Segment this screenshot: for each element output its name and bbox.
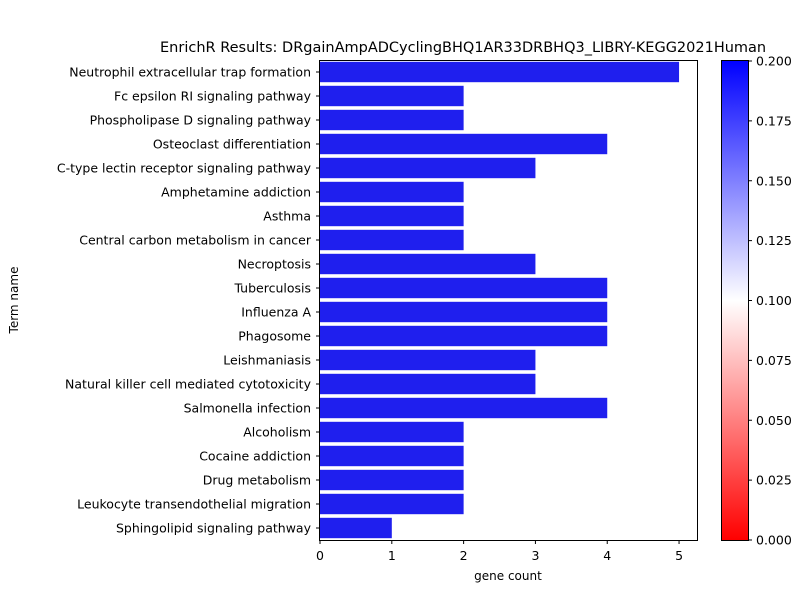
y-tick-label: Natural killer cell mediated cytotoxicit… <box>65 377 312 392</box>
bar <box>320 109 464 131</box>
x-tick-label: 1 <box>388 548 396 563</box>
bar <box>320 133 608 155</box>
y-tick-label: Alcoholism <box>243 425 311 440</box>
bar <box>320 517 392 539</box>
bar <box>320 349 536 371</box>
y-tick-label: Necroptosis <box>238 257 311 272</box>
colorbar-tick-label: 0.075 <box>756 353 792 368</box>
plot-frame <box>319 60 698 541</box>
bars-layer <box>320 61 680 539</box>
y-tick-label: Asthma <box>263 209 311 224</box>
colorbar-tick-label: 0.125 <box>756 233 792 248</box>
bar <box>320 469 464 491</box>
bar <box>320 229 464 251</box>
bar <box>320 85 464 107</box>
y-tick-label: Phagosome <box>238 329 311 344</box>
x-tick-label: 3 <box>531 548 539 563</box>
colorbar-tick-label: 0.200 <box>756 54 792 69</box>
y-tick-label: Tuberculosis <box>233 281 311 296</box>
y-tick-label: Leukocyte transendothelial migration <box>77 497 311 512</box>
colorbar-tick-label: 0.100 <box>756 293 792 308</box>
y-tick-label: Central carbon metabolism in cancer <box>79 233 312 248</box>
bar <box>320 493 464 515</box>
chart-title: EnrichR Results: DRgainAmpADCyclingBHQ1A… <box>160 40 766 56</box>
y-tick-label: Osteoclast differentiation <box>153 137 311 152</box>
y-tick-label: Fc epsilon RI signaling pathway <box>114 89 312 104</box>
bar <box>320 253 536 275</box>
x-tick-label: 5 <box>675 548 683 563</box>
x-ticks: 0 1 2 3 4 5 <box>316 540 683 563</box>
x-tick-label: 4 <box>603 548 611 563</box>
y-tick-label: Sphingolipid signaling pathway <box>116 521 312 536</box>
bar <box>320 397 608 419</box>
y-tick-label: Cocaine addiction <box>199 449 311 464</box>
y-tick-label: Salmonella infection <box>184 401 311 416</box>
bar <box>320 445 464 467</box>
bar <box>320 181 464 203</box>
y-tick-label: Phospholipase D signaling pathway <box>90 113 312 128</box>
bar <box>320 373 536 395</box>
colorbar-tick-label: 0.000 <box>756 533 792 548</box>
y-tick-label: Amphetamine addiction <box>161 185 311 200</box>
colorbar-tick-label: 0.175 <box>756 113 792 128</box>
x-tick-label: 2 <box>460 548 468 563</box>
colorbar-tick-label: 0.150 <box>756 173 792 188</box>
bar <box>320 421 464 443</box>
y-tick-label: Influenza A <box>241 305 311 320</box>
x-tick-label: 0 <box>316 548 324 563</box>
x-axis-label: gene count <box>474 569 542 583</box>
bar <box>320 277 608 299</box>
colorbar-tick-label: 0.050 <box>756 413 792 428</box>
bar <box>320 325 608 347</box>
bar <box>320 157 536 179</box>
bar <box>320 205 464 227</box>
bar <box>320 61 680 83</box>
colorbar <box>721 61 748 540</box>
y-tick-label: C-type lectin receptor signaling pathway <box>57 161 312 176</box>
y-tick-label: Drug metabolism <box>203 473 311 488</box>
colorbar-ticks: 0.000 0.025 0.050 0.075 0.100 0.125 0.150 0.175… <box>748 54 792 548</box>
y-axis-label: Term name <box>7 267 21 335</box>
y-tick-label: Neutrophil extracellular trap formation <box>69 65 311 80</box>
y-tick-labels: Neutrophil extracellular trap formation F… <box>57 65 320 536</box>
colorbar-tick-label: 0.025 <box>756 473 792 488</box>
bar <box>320 301 608 323</box>
y-tick-label: Leishmaniasis <box>223 353 311 368</box>
